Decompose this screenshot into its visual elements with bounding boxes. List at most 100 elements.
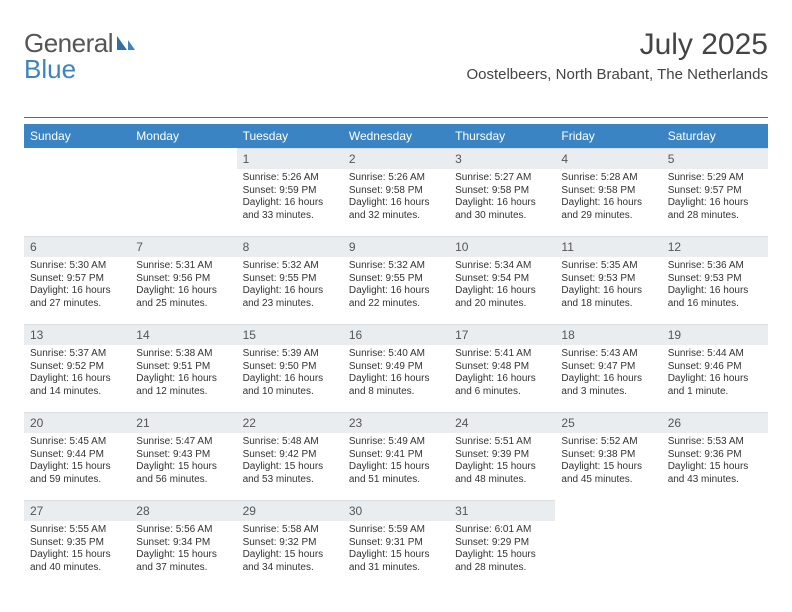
daylight-text: Daylight: 16 hours and 1 minute. xyxy=(668,373,762,398)
weekday-header: Wednesday xyxy=(343,124,449,148)
sunset-text: Sunset: 9:46 PM xyxy=(668,361,762,374)
day-details: Sunrise: 5:40 AMSunset: 9:49 PMDaylight:… xyxy=(343,345,449,402)
sunrise-text: Sunrise: 5:32 AM xyxy=(349,260,443,273)
sunrise-text: Sunrise: 5:56 AM xyxy=(136,524,230,537)
daylight-text: Daylight: 16 hours and 32 minutes. xyxy=(349,197,443,222)
day-details: Sunrise: 5:52 AMSunset: 9:38 PMDaylight:… xyxy=(555,433,661,490)
sunrise-text: Sunrise: 5:29 AM xyxy=(668,172,762,185)
sunrise-text: Sunrise: 5:41 AM xyxy=(455,348,549,361)
sunrise-text: Sunrise: 5:38 AM xyxy=(136,348,230,361)
calendar-day-cell: 13Sunrise: 5:37 AMSunset: 9:52 PMDayligh… xyxy=(24,324,130,412)
calendar-day-cell: 27Sunrise: 5:55 AMSunset: 9:35 PMDayligh… xyxy=(24,500,130,588)
header: General July 2025 Oostelbeers, North Bra… xyxy=(24,28,768,89)
day-details: Sunrise: 5:30 AMSunset: 9:57 PMDaylight:… xyxy=(24,257,130,314)
day-details: Sunrise: 5:49 AMSunset: 9:41 PMDaylight:… xyxy=(343,433,449,490)
day-details: Sunrise: 5:28 AMSunset: 9:58 PMDaylight:… xyxy=(555,169,661,226)
calendar-day-cell xyxy=(24,148,130,236)
day-details: Sunrise: 5:36 AMSunset: 9:53 PMDaylight:… xyxy=(662,257,768,314)
sunset-text: Sunset: 9:44 PM xyxy=(30,449,124,462)
day-number: 1 xyxy=(237,148,343,169)
daylight-text: Daylight: 15 hours and 43 minutes. xyxy=(668,461,762,486)
calendar-day-cell: 8Sunrise: 5:32 AMSunset: 9:55 PMDaylight… xyxy=(237,236,343,324)
sunrise-text: Sunrise: 5:32 AM xyxy=(243,260,337,273)
sunset-text: Sunset: 9:48 PM xyxy=(455,361,549,374)
calendar-day-cell: 11Sunrise: 5:35 AMSunset: 9:53 PMDayligh… xyxy=(555,236,661,324)
daylight-text: Daylight: 16 hours and 3 minutes. xyxy=(561,373,655,398)
day-number: 9 xyxy=(343,236,449,257)
daylight-text: Daylight: 16 hours and 33 minutes. xyxy=(243,197,337,222)
daylight-text: Daylight: 15 hours and 56 minutes. xyxy=(136,461,230,486)
day-number: 12 xyxy=(662,236,768,257)
calendar-week-row: 27Sunrise: 5:55 AMSunset: 9:35 PMDayligh… xyxy=(24,500,768,588)
sunset-text: Sunset: 9:41 PM xyxy=(349,449,443,462)
sunset-text: Sunset: 9:59 PM xyxy=(243,185,337,198)
calendar-day-cell: 28Sunrise: 5:56 AMSunset: 9:34 PMDayligh… xyxy=(130,500,236,588)
day-number: 14 xyxy=(130,324,236,345)
daylight-text: Daylight: 16 hours and 22 minutes. xyxy=(349,285,443,310)
day-number: 19 xyxy=(662,324,768,345)
calendar-day-cell: 30Sunrise: 5:59 AMSunset: 9:31 PMDayligh… xyxy=(343,500,449,588)
sunset-text: Sunset: 9:51 PM xyxy=(136,361,230,374)
daylight-text: Daylight: 16 hours and 12 minutes. xyxy=(136,373,230,398)
daylight-text: Daylight: 16 hours and 6 minutes. xyxy=(455,373,549,398)
sunset-text: Sunset: 9:55 PM xyxy=(349,273,443,286)
daylight-text: Daylight: 15 hours and 34 minutes. xyxy=(243,549,337,574)
daylight-text: Daylight: 15 hours and 51 minutes. xyxy=(349,461,443,486)
day-number: 15 xyxy=(237,324,343,345)
weekday-header: Sunday xyxy=(24,124,130,148)
sunrise-text: Sunrise: 6:01 AM xyxy=(455,524,549,537)
calendar-day-cell: 20Sunrise: 5:45 AMSunset: 9:44 PMDayligh… xyxy=(24,412,130,500)
sunrise-text: Sunrise: 5:53 AM xyxy=(668,436,762,449)
calendar-day-cell: 14 Sunrise: 5:38 AMSunset: 9:51 PMDayligh… xyxy=(130,324,236,412)
daylight-text: Daylight: 16 hours and 27 minutes. xyxy=(30,285,124,310)
sunset-text: Sunset: 9:57 PM xyxy=(30,273,124,286)
sunset-text: Sunset: 9:42 PM xyxy=(243,449,337,462)
day-details: Sunrise: 5:44 AMSunset: 9:46 PMDaylight:… xyxy=(662,345,768,402)
sunset-text: Sunset: 9:35 PM xyxy=(30,537,124,550)
calendar-day-cell: 31Sunrise: 6:01 AMSunset: 9:29 PMDayligh… xyxy=(449,500,555,588)
day-details: Sunrise: 5:39 AMSunset: 9:50 PMDaylight:… xyxy=(237,345,343,402)
calendar-table: Sunday Monday Tuesday Wednesday Thursday… xyxy=(24,124,768,588)
day-details: Sunrise: 5:45 AMSunset: 9:44 PMDaylight:… xyxy=(24,433,130,490)
location-text: Oostelbeers, North Brabant, The Netherla… xyxy=(466,66,768,83)
month-title: July 2025 xyxy=(466,28,768,62)
calendar-day-cell: 2Sunrise: 5:26 AMSunset: 9:58 PMDaylight… xyxy=(343,148,449,236)
sunrise-text: Sunrise: 5:52 AM xyxy=(561,436,655,449)
daylight-text: Daylight: 16 hours and 30 minutes. xyxy=(455,197,549,222)
day-number: 21 xyxy=(130,412,236,433)
day-number: 25 xyxy=(555,412,661,433)
calendar-day-cell: 21Sunrise: 5:47 AMSunset: 9:43 PMDayligh… xyxy=(130,412,236,500)
divider xyxy=(24,117,768,118)
calendar-body: 1Sunrise: 5:26 AMSunset: 9:59 PMDaylight… xyxy=(24,148,768,588)
daylight-text: Daylight: 15 hours and 53 minutes. xyxy=(243,461,337,486)
weekday-header-row: Sunday Monday Tuesday Wednesday Thursday… xyxy=(24,124,768,148)
sunset-text: Sunset: 9:34 PM xyxy=(136,537,230,550)
day-number: 16 xyxy=(343,324,449,345)
sunrise-text: Sunrise: 5:47 AM xyxy=(136,436,230,449)
sunrise-text: Sunrise: 5:34 AM xyxy=(455,260,549,273)
logo-sail-icon xyxy=(115,28,137,59)
sunrise-text: Sunrise: 5:30 AM xyxy=(30,260,124,273)
sunset-text: Sunset: 9:58 PM xyxy=(455,185,549,198)
day-number: 24 xyxy=(449,412,555,433)
daylight-text: Daylight: 16 hours and 8 minutes. xyxy=(349,373,443,398)
calendar-day-cell: 3Sunrise: 5:27 AMSunset: 9:58 PMDaylight… xyxy=(449,148,555,236)
sunrise-text: Sunrise: 5:26 AM xyxy=(349,172,443,185)
weekday-header: Thursday xyxy=(449,124,555,148)
calendar-day-cell: 29Sunrise: 5:58 AMSunset: 9:32 PMDayligh… xyxy=(237,500,343,588)
sunset-text: Sunset: 9:38 PM xyxy=(561,449,655,462)
sunset-text: Sunset: 9:58 PM xyxy=(349,185,443,198)
daylight-text: Daylight: 16 hours and 18 minutes. xyxy=(561,285,655,310)
day-details: Sunrise: 5:32 AMSunset: 9:55 PMDaylight:… xyxy=(237,257,343,314)
day-number: 4 xyxy=(555,148,661,169)
weekday-header: Tuesday xyxy=(237,124,343,148)
sunrise-text: Sunrise: 5:39 AM xyxy=(243,348,337,361)
calendar-day-cell: 17Sunrise: 5:41 AMSunset: 9:48 PMDayligh… xyxy=(449,324,555,412)
daylight-text: Daylight: 16 hours and 16 minutes. xyxy=(668,285,762,310)
sunset-text: Sunset: 9:55 PM xyxy=(243,273,337,286)
calendar-day-cell: 5Sunrise: 5:29 AMSunset: 9:57 PMDaylight… xyxy=(662,148,768,236)
day-details: Sunrise: 5:47 AMSunset: 9:43 PMDaylight:… xyxy=(130,433,236,490)
sunset-text: Sunset: 9:49 PM xyxy=(349,361,443,374)
sunset-text: Sunset: 9:54 PM xyxy=(455,273,549,286)
day-number: 5 xyxy=(662,148,768,169)
